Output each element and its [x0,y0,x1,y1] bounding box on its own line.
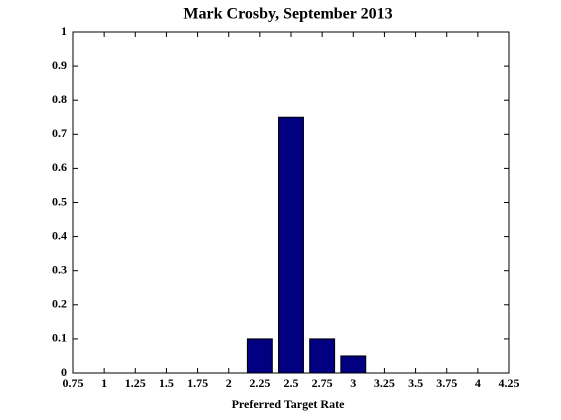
x-axis-label: Preferred Target Rate [232,397,346,411]
x-tick-label: 2.25 [249,376,270,390]
bar [246,338,273,374]
x-tick-label: 2.5 [284,376,299,390]
chart-title: Mark Crosby, September 2013 [183,6,392,23]
x-tick-label: 1 [101,376,107,390]
x-tick-label: 2 [226,376,232,390]
y-tick-label: 0 [61,365,67,379]
x-tick-label: 1.75 [187,376,208,390]
x-tick-label: 2.75 [312,376,333,390]
x-tick-label: 3.25 [374,376,395,390]
y-tick-label: 0.6 [52,160,67,174]
x-tick-label: 3 [350,376,356,390]
y-tick-label: 0.4 [52,228,67,242]
y-tick-label: 0.2 [52,297,67,311]
y-tick-label: 1 [61,24,67,38]
x-tick-label: 4.25 [499,376,520,390]
y-tick-label: 0.7 [52,126,67,140]
x-tick-label: 1.5 [159,376,174,390]
y-tick-label: 0.5 [52,194,67,208]
x-tick-label: 4 [475,376,481,390]
bar [340,355,367,374]
bar [309,338,336,374]
y-tick-label: 0.1 [52,331,67,345]
y-tick-label: 0.3 [52,262,67,276]
y-tick-label: 0.9 [52,58,67,72]
x-tick-label: 1.25 [125,376,146,390]
x-tick-label: 3.75 [436,376,457,390]
x-tick-label: 3.5 [408,376,423,390]
bar [278,116,304,374]
y-tick-label: 0.8 [52,92,67,106]
x-tick-label: 0.75 [63,376,84,390]
